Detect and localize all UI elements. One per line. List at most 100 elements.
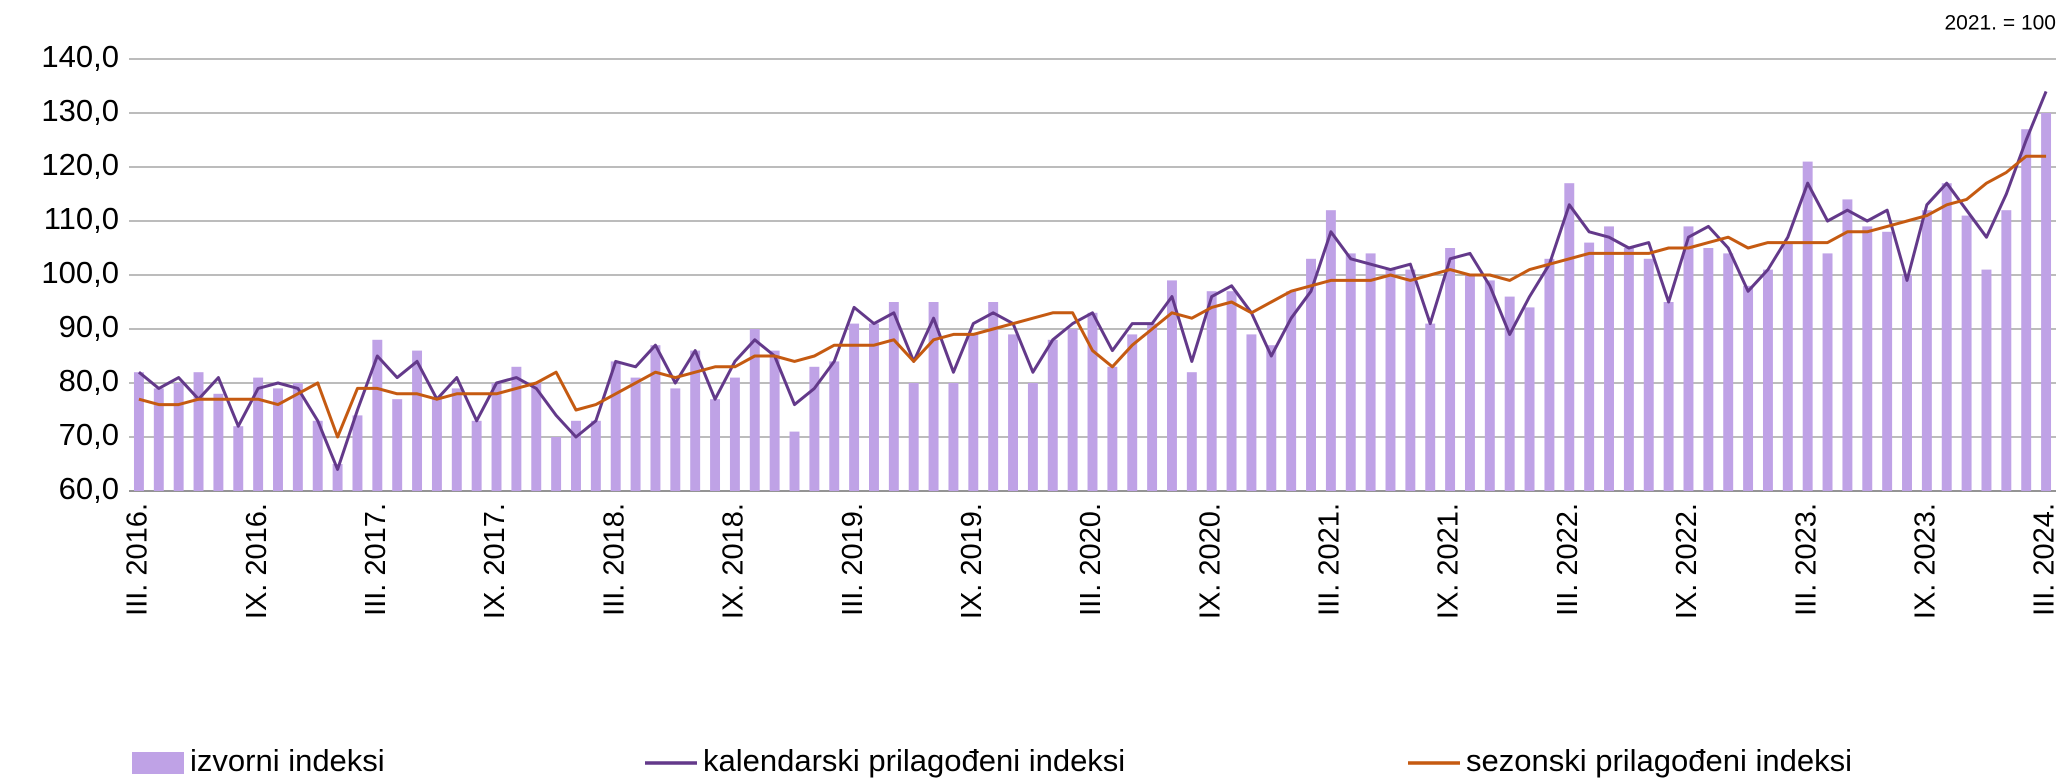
x-tick-label: III. 2021. [1314, 503, 1346, 616]
bar [1107, 366, 1118, 491]
bar [1961, 215, 1972, 491]
bar [908, 383, 919, 491]
x-tick-label: III. 2018. [598, 503, 630, 616]
bar [1047, 339, 1058, 491]
bar [1127, 334, 1138, 491]
bar [392, 399, 403, 491]
bar [1405, 269, 1416, 491]
x-tick-label: III. 2024. [2029, 503, 2061, 616]
bar [193, 372, 204, 491]
bar [1325, 210, 1336, 491]
bar [133, 372, 144, 491]
bar [1365, 253, 1376, 491]
bar [1306, 258, 1316, 491]
bar [650, 345, 661, 491]
bar [153, 388, 164, 491]
y-tick-label: 90,0 [59, 309, 119, 344]
bar [670, 388, 681, 491]
bar [292, 383, 303, 491]
bar [571, 420, 581, 491]
annotation: 2021. = 100 [1944, 12, 2056, 35]
x-tick-label: IX. 2022. [1671, 503, 1703, 619]
y-tick-label: 80,0 [59, 363, 119, 398]
x-tick-label: IX. 2016. [241, 503, 273, 619]
x-tick-label: III. 2022. [1552, 503, 1584, 616]
bar [1425, 323, 1436, 491]
bar [1802, 161, 1813, 491]
bar [1584, 242, 1595, 491]
y-tick-label: 130,0 [41, 93, 119, 128]
x-tick-label: IX. 2020. [1194, 503, 1226, 619]
bar [372, 339, 383, 491]
bar [829, 361, 840, 491]
bar [1266, 345, 1277, 491]
x-tick-label: IX. 2019. [956, 503, 988, 619]
y-tick-label: 110,0 [44, 201, 119, 236]
y-tick-label: 100,0 [41, 255, 119, 290]
bar [1464, 275, 1475, 491]
bar [968, 334, 979, 491]
bar [988, 302, 999, 491]
bar [1723, 253, 1734, 491]
bar [729, 377, 740, 491]
y-tick-label: 60,0 [59, 471, 119, 506]
bar [273, 388, 283, 491]
bar [1206, 291, 1217, 491]
bar [511, 366, 522, 491]
x-tick-label: IX. 2017. [479, 503, 511, 619]
bar [1981, 269, 1992, 491]
bar [491, 383, 502, 491]
bar [1345, 253, 1356, 491]
bar [888, 302, 899, 491]
bar [849, 323, 860, 491]
bar [471, 420, 482, 491]
bar [710, 399, 721, 491]
y-tick-label: 70,0 [59, 417, 119, 452]
bar [789, 431, 800, 491]
bar [233, 426, 244, 491]
legend-swatch [132, 752, 184, 774]
bar [2001, 210, 2012, 491]
bar [213, 393, 224, 491]
bar [1902, 275, 1912, 491]
bar [1683, 226, 1694, 491]
bar [1941, 183, 1952, 491]
bar [1921, 210, 1932, 491]
bar [1027, 383, 1038, 491]
bar [1862, 226, 1873, 491]
bar [1544, 258, 1555, 491]
x-tick-label: III. 2016. [122, 503, 154, 616]
bar [1445, 248, 1456, 491]
bar [948, 383, 959, 491]
bar [1008, 334, 1019, 491]
bar [332, 464, 343, 491]
x-tick-label: III. 2023. [1790, 503, 1822, 616]
bar [1703, 248, 1714, 491]
y-tick-label: 140,0 [41, 39, 119, 74]
bar [2041, 113, 2052, 491]
bar [1762, 269, 1773, 491]
line-series [138, 154, 2047, 439]
bar [1166, 280, 1177, 491]
y-tick-label: 120,0 [41, 147, 119, 182]
bar [431, 399, 442, 491]
x-tick-label: IX. 2021. [1433, 503, 1465, 619]
bar [253, 377, 264, 491]
bar [690, 350, 701, 491]
bar [412, 350, 423, 491]
bar [352, 415, 363, 491]
bar [1504, 296, 1515, 491]
bar [551, 437, 562, 491]
x-tick-label: III. 2020. [1075, 503, 1107, 616]
bar [1842, 199, 1853, 491]
bar [1286, 291, 1297, 491]
bar [590, 420, 601, 491]
bar [1643, 258, 1654, 491]
bar [531, 383, 542, 491]
bar [1623, 248, 1634, 491]
legend-label: sezonski prilagođeni indeksi [1466, 743, 1852, 778]
bar [1087, 312, 1098, 491]
x-tick-label: III. 2017. [360, 503, 392, 616]
legend-label: izvorni indeksi [190, 743, 385, 778]
bar [1604, 226, 1614, 491]
